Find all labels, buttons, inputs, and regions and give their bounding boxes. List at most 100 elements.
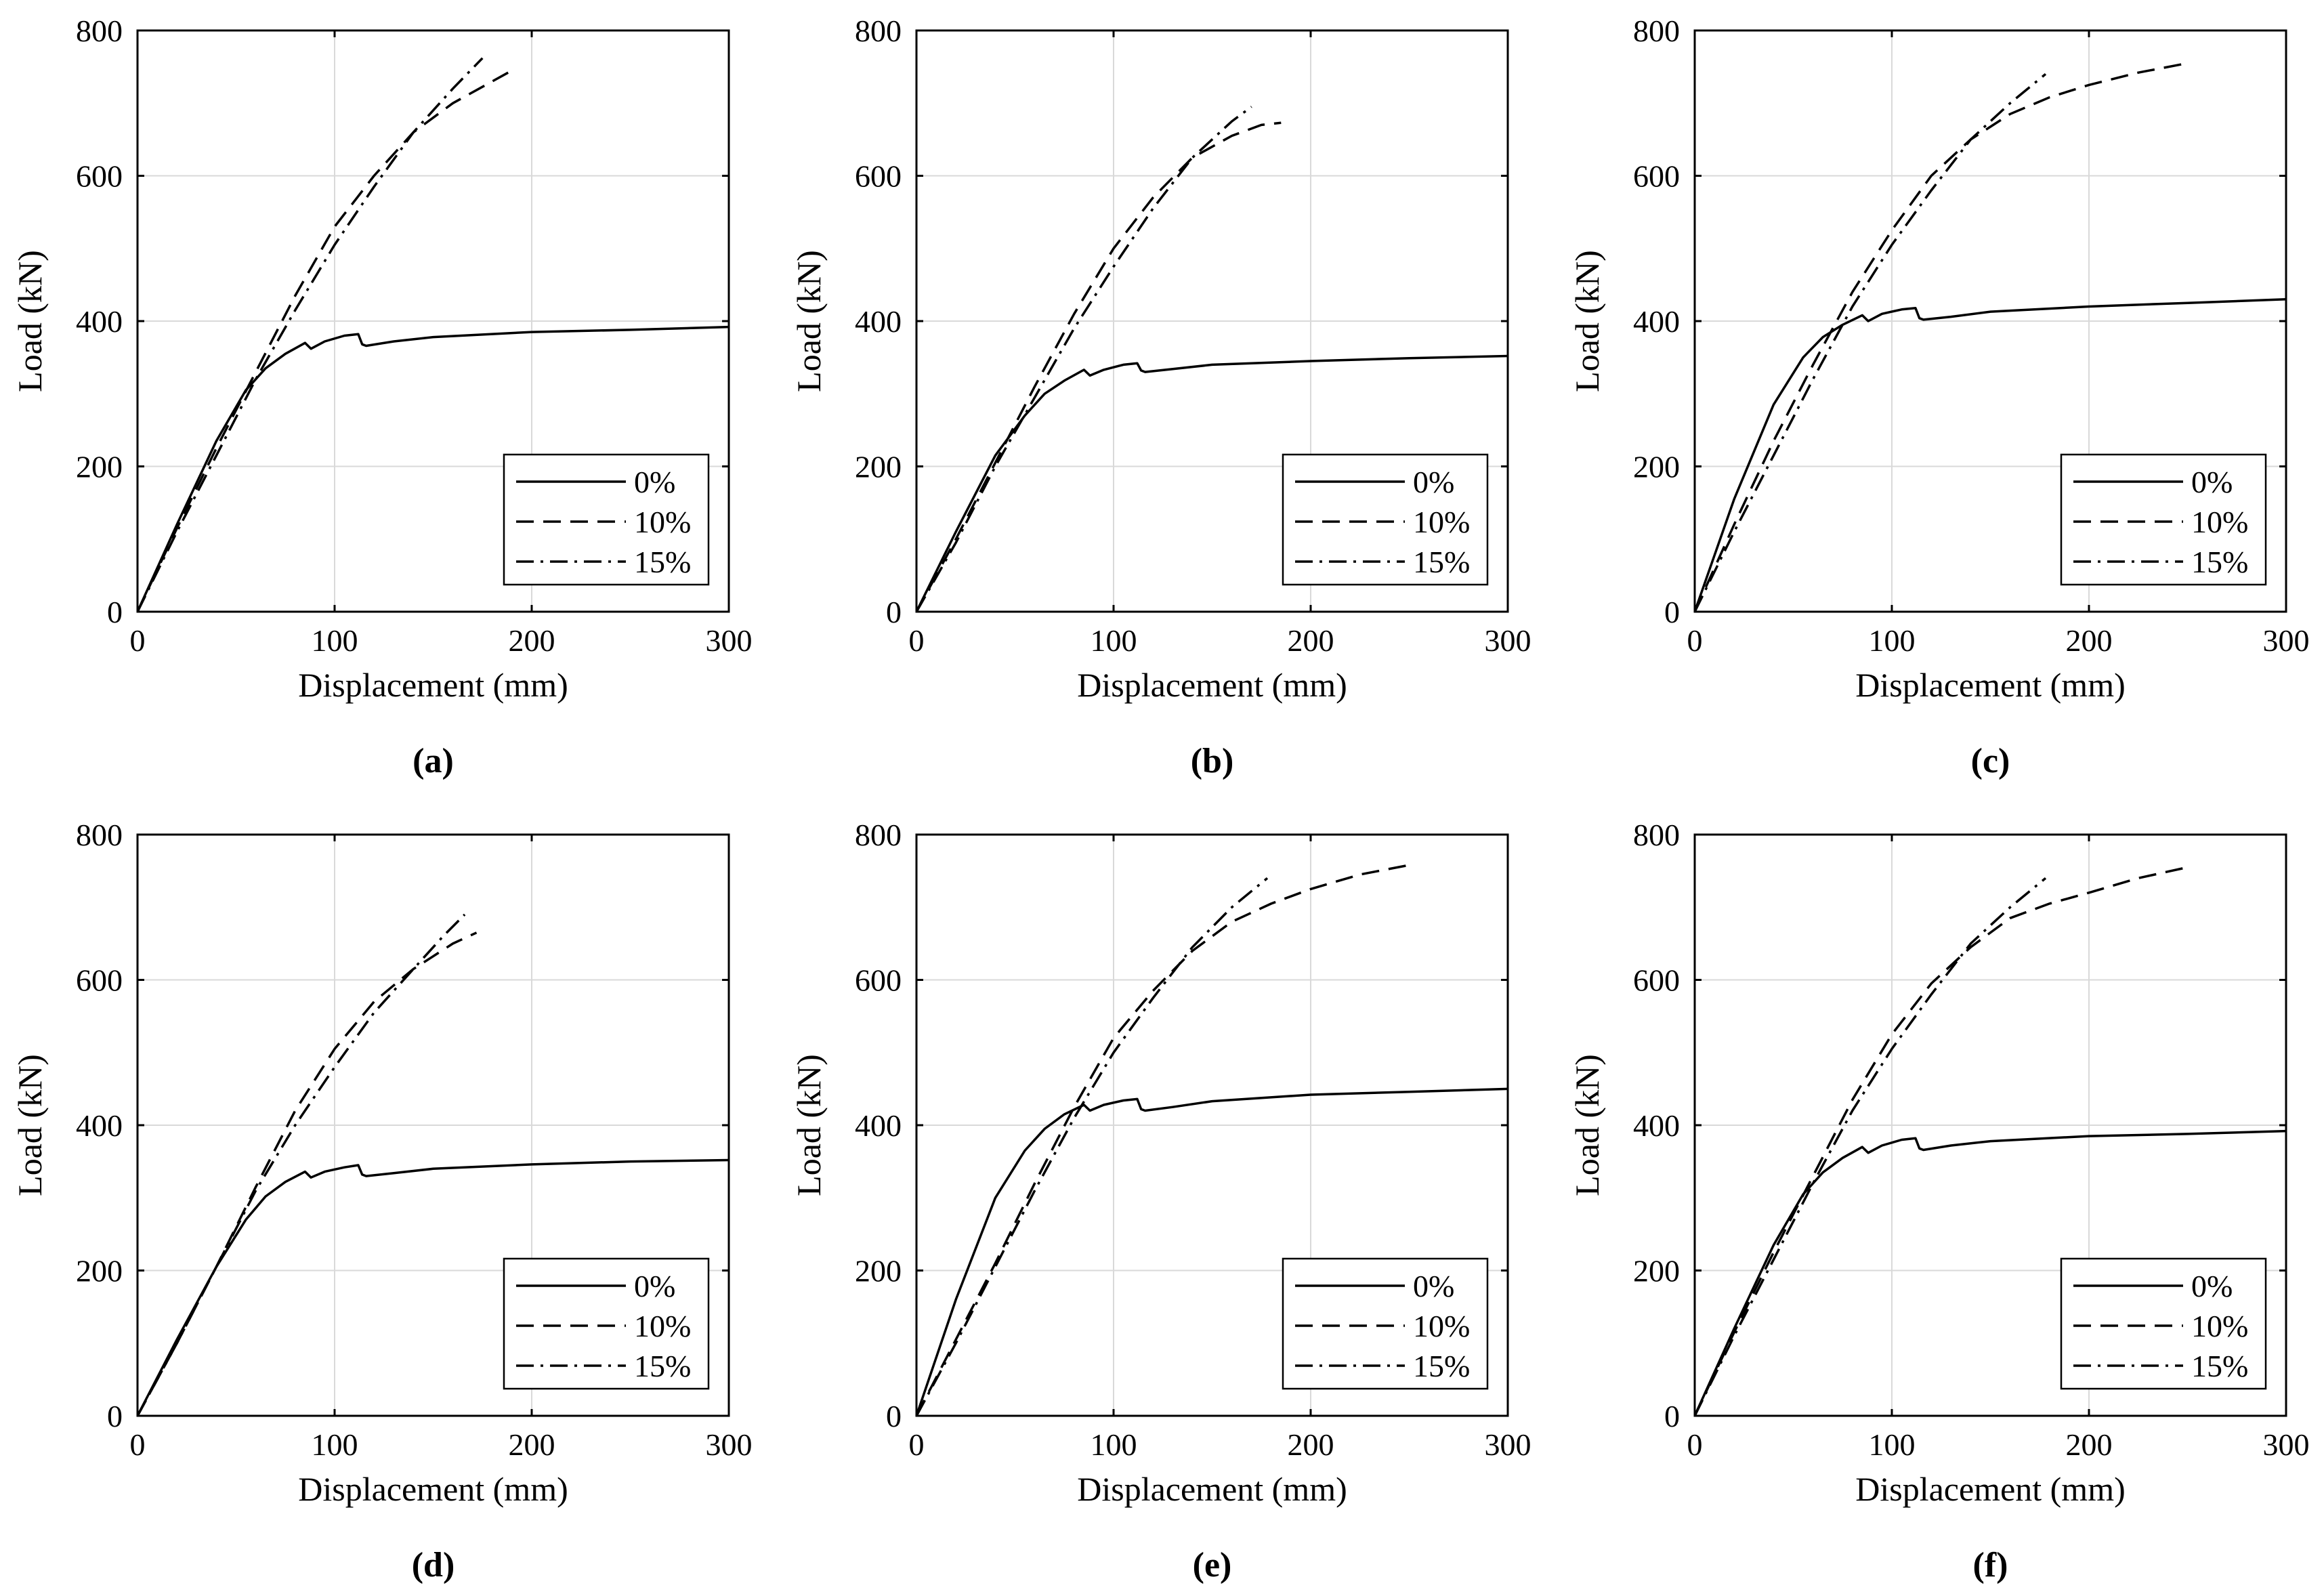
series-line-0pct xyxy=(136,325,730,612)
y-tick-label: 0 xyxy=(1664,1399,1680,1433)
y-tick-label: 400 xyxy=(1633,1108,1680,1143)
subplot-caption: (c) xyxy=(1971,742,2010,780)
x-axis-label: Displacement (mm) xyxy=(298,666,568,704)
series-line-10pct xyxy=(915,121,1282,612)
y-tick-label: 800 xyxy=(76,14,123,48)
y-tick-label: 400 xyxy=(855,304,902,339)
x-tick-label: 100 xyxy=(312,1427,358,1462)
legend: 0% 10% 15% xyxy=(2060,453,2267,586)
y-tick-label: 0 xyxy=(886,1399,902,1433)
y-tick-label: 400 xyxy=(76,1108,123,1143)
y-tick-label: 0 xyxy=(1664,595,1680,629)
legend-box xyxy=(1282,453,1489,586)
subplot-f: 0 100 200 300 0 200 400 600 800 Displacement (mm)… xyxy=(1568,818,2310,1584)
x-tick-label: 200 xyxy=(1288,623,1334,658)
subplot-a: 0 100 200 300 0 200 400 600 800 Displacement (mm)… xyxy=(11,14,753,780)
x-tick-label: 200 xyxy=(1288,1427,1334,1462)
legend-label: 15% xyxy=(1413,1349,1470,1383)
y-axis-label: Load (kN) xyxy=(1568,250,1606,392)
series-line-15pct xyxy=(136,57,484,612)
x-axis-label: Displacement (mm) xyxy=(1077,666,1347,704)
series-line-0pct xyxy=(1693,1129,2287,1416)
y-tick-label: 800 xyxy=(1633,818,1680,852)
legend-box xyxy=(503,1257,710,1390)
series-line-0pct xyxy=(915,1087,1508,1416)
legend-label: 10% xyxy=(634,1309,691,1343)
legend-label: 15% xyxy=(634,545,691,579)
legend: 0% 10% 15% xyxy=(1282,1257,1489,1390)
x-axis-label: Displacement (mm) xyxy=(1855,666,2126,704)
x-tick-label: 200 xyxy=(2066,623,2113,658)
x-tick-label: 100 xyxy=(1091,623,1137,658)
y-tick-label: 600 xyxy=(76,159,123,194)
legend: 0% 10% 15% xyxy=(503,453,710,586)
y-tick-label: 200 xyxy=(855,1254,902,1288)
legend-label: 0% xyxy=(634,1269,675,1303)
y-tick-label: 800 xyxy=(855,14,902,48)
subplot-b: 0 100 200 300 0 200 400 600 800 Displacement (mm)… xyxy=(790,14,1531,780)
series-line-15pct xyxy=(915,877,1269,1416)
x-tick-label: 0 xyxy=(909,623,925,658)
y-tick-label: 400 xyxy=(855,1108,902,1143)
x-tick-label: 0 xyxy=(130,1427,146,1462)
y-tick-label: 200 xyxy=(855,450,902,484)
legend-label: 0% xyxy=(1413,465,1454,499)
subplot-caption: (a) xyxy=(413,742,454,780)
y-tick-label: 600 xyxy=(76,963,123,998)
legend-label: 10% xyxy=(1413,505,1470,539)
series-line-10pct xyxy=(136,931,478,1416)
legend-label: 15% xyxy=(2191,545,2248,579)
subplot-caption: (f) xyxy=(1973,1546,2008,1584)
legend-label: 0% xyxy=(2191,465,2233,499)
x-axis-label: Displacement (mm) xyxy=(1077,1470,1347,1508)
subplot-c: 0 100 200 300 0 200 400 600 800 Displacement (mm)… xyxy=(1568,14,2310,780)
series-line-15pct xyxy=(1693,877,2047,1416)
y-tick-label: 800 xyxy=(855,818,902,852)
x-tick-label: 300 xyxy=(1485,1427,1531,1462)
x-tick-label: 100 xyxy=(312,623,358,658)
y-tick-label: 400 xyxy=(1633,304,1680,339)
series-line-0pct xyxy=(136,1158,730,1416)
legend-label: 0% xyxy=(1413,1269,1454,1303)
series-line-15pct xyxy=(915,106,1252,612)
x-tick-label: 0 xyxy=(1687,623,1703,658)
legend-label: 10% xyxy=(634,505,691,539)
x-tick-label: 100 xyxy=(1869,623,1916,658)
y-axis-label: Load (kN) xyxy=(790,250,828,392)
y-axis-label: Load (kN) xyxy=(1568,1054,1606,1196)
x-tick-label: 0 xyxy=(130,623,146,658)
y-tick-label: 800 xyxy=(1633,14,1680,48)
legend-label: 10% xyxy=(2191,1309,2248,1343)
legend-label: 10% xyxy=(2191,505,2248,539)
series-line-10pct xyxy=(1693,62,2188,612)
legend-box xyxy=(503,453,710,586)
x-axis-label: Displacement (mm) xyxy=(298,1470,568,1508)
x-axis-label: Displacement (mm) xyxy=(1855,1470,2126,1508)
legend-box xyxy=(2060,1257,2267,1390)
x-tick-label: 200 xyxy=(509,1427,555,1462)
x-tick-label: 0 xyxy=(909,1427,925,1462)
legend-label: 0% xyxy=(2191,1269,2233,1303)
series-line-15pct xyxy=(1693,72,2047,612)
series-line-15pct xyxy=(136,913,466,1416)
y-axis-label: Load (kN) xyxy=(11,250,49,392)
legend-label: 0% xyxy=(634,465,675,499)
y-tick-label: 200 xyxy=(76,450,123,484)
subplot-d: 0 100 200 300 0 200 400 600 800 Displacement (mm)… xyxy=(11,818,753,1584)
subplot-e: 0 100 200 300 0 200 400 600 800 Displacement (mm)… xyxy=(790,818,1531,1584)
x-tick-label: 300 xyxy=(706,1427,753,1462)
x-tick-label: 200 xyxy=(2066,1427,2113,1462)
x-tick-label: 100 xyxy=(1869,1427,1916,1462)
x-tick-label: 300 xyxy=(2263,1427,2310,1462)
subplot-caption: (e) xyxy=(1193,1546,1232,1584)
subplot-caption: (b) xyxy=(1191,742,1234,780)
series-line-10pct xyxy=(915,864,1410,1416)
y-tick-label: 200 xyxy=(76,1254,123,1288)
x-tick-label: 300 xyxy=(1485,623,1531,658)
series-line-10pct xyxy=(136,67,517,612)
y-tick-label: 0 xyxy=(107,1399,123,1433)
subplot-caption: (d) xyxy=(412,1546,455,1584)
series-line-10pct xyxy=(1693,866,2188,1416)
